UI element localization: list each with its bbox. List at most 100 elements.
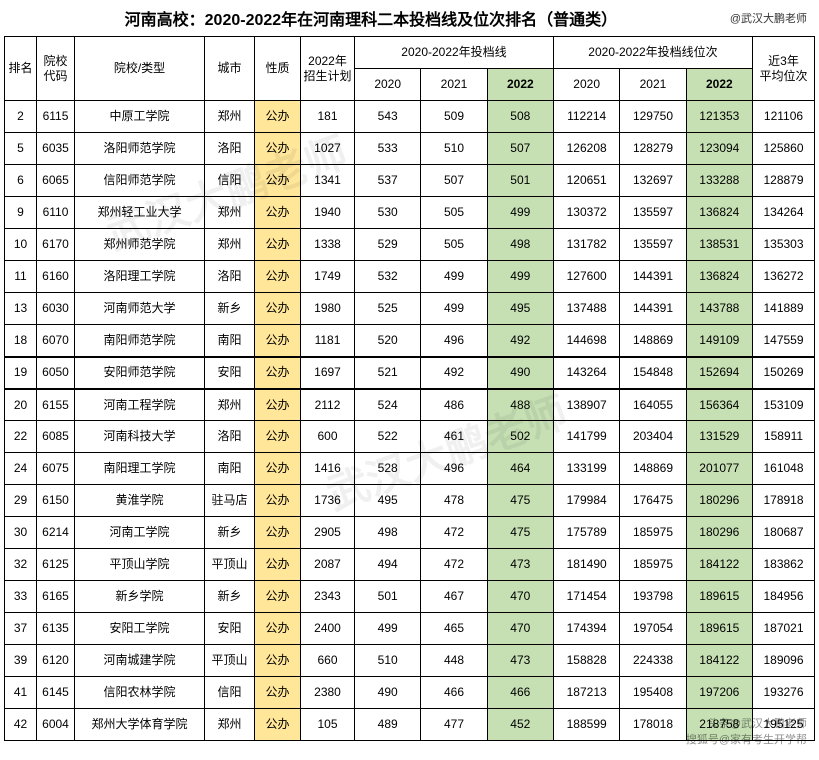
cell-name: 河南工程学院	[75, 389, 205, 421]
table-row: 56035洛阳师范学院洛阳公办1027533510507126208128279…	[5, 133, 815, 165]
table-row: 336165新乡学院新乡公办23435014674701714541937981…	[5, 581, 815, 613]
cell-s2020: 521	[355, 357, 421, 389]
cell-s2022: 501	[487, 165, 553, 197]
cell-avg: 125860	[753, 133, 815, 165]
cell-city: 安阳	[205, 357, 255, 389]
cell-plan: 105	[301, 709, 355, 741]
cell-nature: 公办	[255, 165, 301, 197]
cell-avg: 189096	[753, 645, 815, 677]
cell-s2020: 490	[355, 677, 421, 709]
cell-city: 平顶山	[205, 645, 255, 677]
cell-nature: 公办	[255, 645, 301, 677]
header-plan: 2022年 招生计划	[301, 37, 355, 101]
data-table: 排名 院校 代码 院校/类型 城市 性质 2022年 招生计划 2020-202…	[4, 36, 815, 741]
cell-p2020: 112214	[553, 101, 619, 133]
cell-rank: 22	[5, 421, 37, 453]
cell-plan: 1980	[301, 293, 355, 325]
credit-label: @武汉大鹏老师	[730, 10, 807, 26]
cell-s2022: 508	[487, 101, 553, 133]
cell-p2022: 184122	[686, 645, 752, 677]
cell-nature: 公办	[255, 101, 301, 133]
cell-city: 南阳	[205, 325, 255, 357]
cell-p2020: 127600	[553, 261, 619, 293]
table-body: 26115中原工学院郑州公办18154350950811221412975012…	[5, 101, 815, 741]
cell-s2022: 488	[487, 389, 553, 421]
table-row: 186070南阳师范学院南阳公办118152049649214469814886…	[5, 325, 815, 357]
table-row: 246075南阳理工学院南阳公办141652849646413319914886…	[5, 453, 815, 485]
cell-code: 6035	[37, 133, 75, 165]
cell-code: 6030	[37, 293, 75, 325]
cell-rank: 42	[5, 709, 37, 741]
table-row: 396120河南城建学院平顶山公办66051044847315882822433…	[5, 645, 815, 677]
cell-s2020: 525	[355, 293, 421, 325]
cell-p2020: 138907	[553, 389, 619, 421]
cell-city: 南阳	[205, 453, 255, 485]
cell-avg: 134264	[753, 197, 815, 229]
cell-p2021: 154848	[620, 357, 686, 389]
cell-nature: 公办	[255, 453, 301, 485]
cell-p2022: 131529	[686, 421, 752, 453]
header-rank: 排名	[5, 37, 37, 101]
cell-city: 郑州	[205, 101, 255, 133]
cell-city: 郑州	[205, 197, 255, 229]
cell-code: 6050	[37, 357, 75, 389]
cell-s2021: 486	[421, 389, 487, 421]
cell-p2022: 123094	[686, 133, 752, 165]
cell-code: 6145	[37, 677, 75, 709]
cell-s2020: 501	[355, 581, 421, 613]
cell-plan: 1341	[301, 165, 355, 197]
cell-p2022: 189615	[686, 581, 752, 613]
cell-city: 信阳	[205, 165, 255, 197]
cell-s2022: 473	[487, 645, 553, 677]
cell-city: 郑州	[205, 709, 255, 741]
cell-name: 安阳师范学院	[75, 357, 205, 389]
cell-city: 新乡	[205, 293, 255, 325]
cell-s2020: 532	[355, 261, 421, 293]
cell-p2020: 187213	[553, 677, 619, 709]
table-row: 226085河南科技大学洛阳公办600522461502141799203404…	[5, 421, 815, 453]
header-avg: 近3年 平均位次	[753, 37, 815, 101]
cell-p2021: 193798	[620, 581, 686, 613]
cell-nature: 公办	[255, 325, 301, 357]
cell-s2022: 470	[487, 613, 553, 645]
footer-line-1: 头条@武汉大鹏老师	[686, 717, 807, 732]
footer-credits: 头条@武汉大鹏老师 搜狐号@家有考生开学帮	[686, 717, 807, 748]
cell-s2022: 502	[487, 421, 553, 453]
cell-s2022: 495	[487, 293, 553, 325]
cell-name: 信阳农林学院	[75, 677, 205, 709]
cell-p2021: 178018	[620, 709, 686, 741]
header-name: 院校/类型	[75, 37, 205, 101]
cell-rank: 32	[5, 549, 37, 581]
cell-rank: 10	[5, 229, 37, 261]
cell-code: 6135	[37, 613, 75, 645]
cell-code: 6075	[37, 453, 75, 485]
cell-s2021: 472	[421, 517, 487, 549]
header-city: 城市	[205, 37, 255, 101]
cell-plan: 1181	[301, 325, 355, 357]
cell-avg: 187021	[753, 613, 815, 645]
cell-code: 6070	[37, 325, 75, 357]
cell-s2021: 448	[421, 645, 487, 677]
cell-rank: 29	[5, 485, 37, 517]
cell-plan: 1749	[301, 261, 355, 293]
cell-p2021: 224338	[620, 645, 686, 677]
cell-s2021: 492	[421, 357, 487, 389]
cell-s2021: 507	[421, 165, 487, 197]
cell-p2021: 195408	[620, 677, 686, 709]
cell-plan: 600	[301, 421, 355, 453]
cell-s2021: 505	[421, 229, 487, 261]
cell-s2021: 496	[421, 453, 487, 485]
cell-p2022: 133288	[686, 165, 752, 197]
cell-s2021: 467	[421, 581, 487, 613]
cell-s2021: 510	[421, 133, 487, 165]
cell-s2020: 498	[355, 517, 421, 549]
cell-avg: 183862	[753, 549, 815, 581]
cell-p2020: 171454	[553, 581, 619, 613]
footer-line-2: 搜狐号@家有考生开学帮	[686, 733, 807, 748]
cell-s2022: 464	[487, 453, 553, 485]
cell-p2022: 180296	[686, 485, 752, 517]
cell-avg: 161048	[753, 453, 815, 485]
cell-p2021: 129750	[620, 101, 686, 133]
table-row: 326125平顶山学院平顶山公办208749447247318149018597…	[5, 549, 815, 581]
cell-s2020: 510	[355, 645, 421, 677]
